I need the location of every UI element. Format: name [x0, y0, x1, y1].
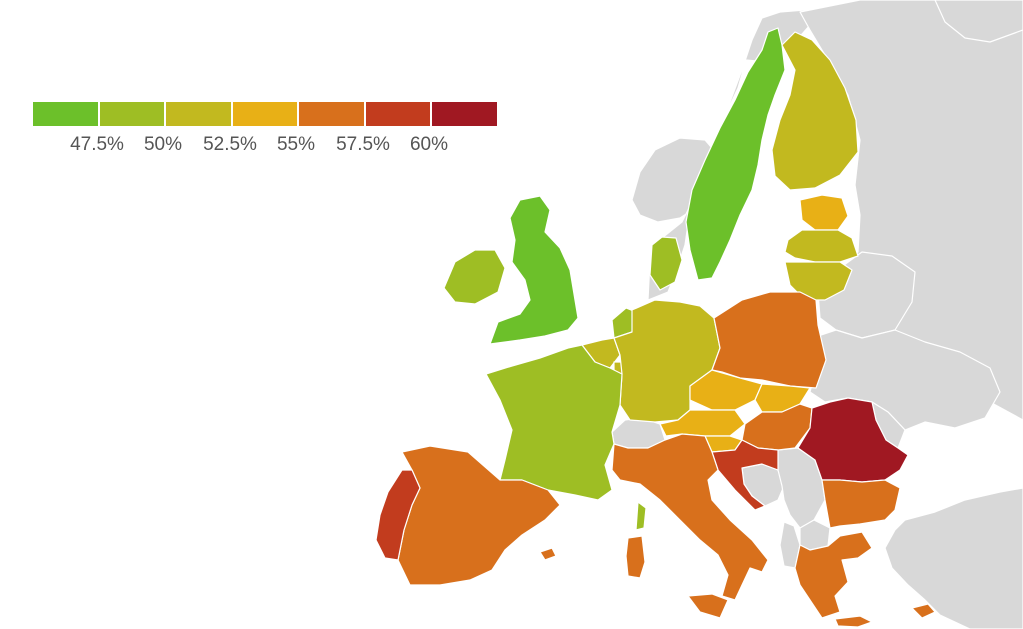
region-corsica	[635, 501, 647, 531]
region-lithuania	[784, 261, 853, 301]
region-cyprus	[911, 603, 936, 619]
region-poland	[711, 291, 827, 389]
region-latvia	[784, 229, 859, 263]
region-sardinia	[625, 535, 646, 579]
region-ireland	[443, 249, 506, 305]
region-croatia	[711, 439, 779, 511]
region-estonia	[799, 194, 849, 231]
region-crete	[834, 615, 873, 628]
legend-label: 50%	[143, 134, 183, 155]
legend-swatch	[232, 102, 298, 126]
region-finland	[771, 31, 859, 191]
legend-color-scale	[33, 102, 498, 126]
legend-swatch	[33, 102, 98, 126]
legend-label: 47.5%	[70, 134, 124, 155]
region-france	[485, 344, 623, 501]
region-italy	[611, 433, 769, 601]
legend-label: 55%	[276, 134, 316, 155]
legend-swatch	[432, 102, 498, 126]
legend-swatch	[99, 102, 165, 126]
region-sicily	[687, 593, 729, 619]
region-denmark	[649, 236, 683, 291]
region-ukraine	[809, 329, 1001, 431]
legend-swatch	[299, 102, 364, 126]
region-uk	[489, 195, 579, 345]
legend-label: 52.5%	[203, 134, 257, 155]
legend-labels: 47.5% 50% 52.5% 55% 57.5% 60%	[33, 134, 497, 164]
legend-label: 57.5%	[336, 134, 390, 155]
legend-swatch	[365, 102, 431, 126]
region-greece	[794, 531, 873, 619]
region-balearics	[539, 547, 557, 561]
legend-label: 60%	[409, 134, 449, 155]
legend: 47.5% 50% 52.5% 55% 57.5% 60%	[33, 102, 498, 164]
region-turkey	[884, 487, 1023, 629]
legend-swatch	[166, 102, 231, 126]
region-romania	[797, 397, 909, 483]
region-portugal	[375, 469, 421, 561]
region-bulgaria	[821, 479, 901, 529]
region-svalbard	[934, 0, 1023, 43]
